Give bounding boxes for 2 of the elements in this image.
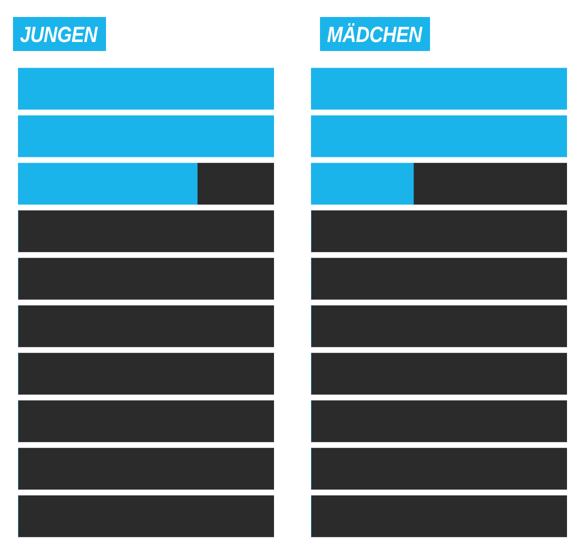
chart-title: MÄDCHEN bbox=[327, 21, 422, 49]
chart-title: JUNGEN bbox=[20, 21, 98, 49]
